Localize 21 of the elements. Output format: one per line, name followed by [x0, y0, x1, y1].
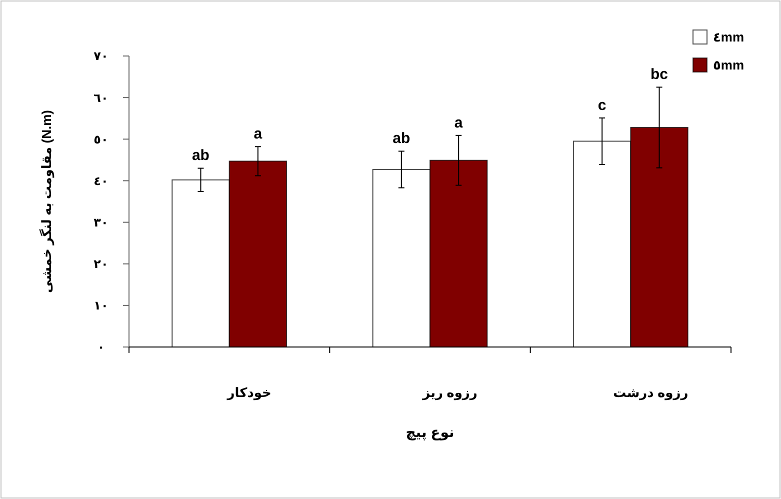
x-axis-title: نوع پیچ [406, 424, 454, 441]
annotation: a [454, 114, 464, 132]
annotation: ab [392, 130, 410, 148]
x-tick-label: رزوه ریز [422, 385, 478, 401]
y-tick-label: ٠ [97, 340, 105, 354]
x-tick-label: رزوه درشت [613, 385, 688, 401]
y-tick-label: ٧٠ [94, 49, 108, 64]
y-axis-title: مقاومت به لنگر خمشی (N.m) [39, 110, 55, 293]
x-tick-label: خودکار [226, 385, 272, 401]
annotation: a [254, 126, 263, 143]
y-tick-label: ٥٠ [94, 132, 108, 146]
annotation: ab [192, 147, 210, 164]
y-tick-label: ٦٠ [94, 90, 108, 105]
y-tick-label: ٣٠ [94, 215, 108, 230]
y-tick-label: ٤٠ [94, 174, 108, 188]
y-tick-label: ١٠ [94, 298, 108, 313]
legend-label: ٥mm [713, 58, 744, 73]
y-tick-label: ٢٠ [94, 257, 108, 272]
annotation: c [598, 96, 606, 114]
legend-label: ٤mm [713, 30, 744, 45]
annotation: bc [650, 66, 668, 84]
